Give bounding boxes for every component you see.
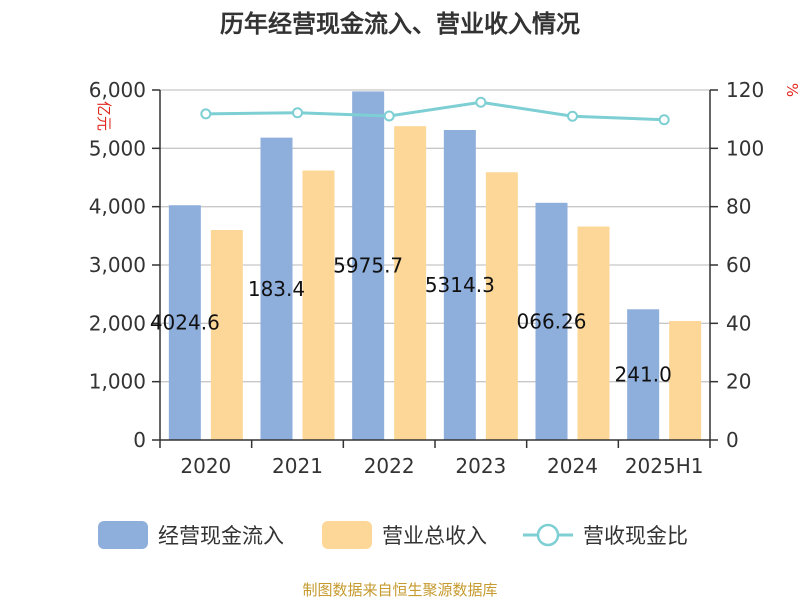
bar-revenue-2020 xyxy=(210,230,243,440)
bar-revenue-2023 xyxy=(485,172,518,440)
legend-swatch-ratio-marker xyxy=(536,523,560,547)
y-right-unit: % xyxy=(783,83,800,97)
data-label: 183.4 xyxy=(248,277,305,301)
y-left-tick-label: 4,000 xyxy=(89,195,146,219)
legend: 经营现金流入 营业总收入 营收现金比 xyxy=(98,521,688,549)
data-label: 5975.7 xyxy=(333,254,403,278)
axes: 0 1,000 2,000 3,000 4,000 5,000 6,000 0 20 40 60 80… xyxy=(89,78,764,478)
gridlines xyxy=(160,89,710,383)
ratio-line xyxy=(200,96,670,126)
x-tick-label: 2020 xyxy=(180,454,231,478)
x-tick-label: 2024 xyxy=(547,454,598,478)
ratio-point-2022 xyxy=(383,110,395,122)
y-left-tick-label: 3,000 xyxy=(89,253,146,277)
ratio-point-2020 xyxy=(200,108,212,120)
ratio-point-2025h1 xyxy=(658,114,670,126)
y-left-tick-label: 0 xyxy=(133,428,146,452)
data-labels: 4024.6 183.4 5975.7 5314.3 066.26 241.0 xyxy=(150,254,672,387)
source-note: 制图数据来自恒生聚源数据库 xyxy=(302,581,497,599)
y-left-tick-label: 6,000 xyxy=(89,78,146,102)
ratio-point-2024 xyxy=(567,110,578,122)
legend-swatch-revenue xyxy=(322,521,372,549)
ratio-point-2021 xyxy=(292,107,303,119)
x-tick-label: 2025H1 xyxy=(625,454,704,478)
legend-swatch-cash-inflow xyxy=(98,521,148,549)
legend-label-ratio: 营收现金比 xyxy=(583,524,688,548)
bar-cash-inflow-2024 xyxy=(535,202,568,440)
x-tick-label: 2023 xyxy=(455,454,506,478)
y-right-tick-label: 80 xyxy=(726,195,751,219)
data-label: 241.0 xyxy=(615,363,672,387)
y-right-tick-label: 100 xyxy=(726,136,764,160)
bar-cash-inflow-2023 xyxy=(443,129,476,441)
bar-cash-inflow-2020 xyxy=(168,205,201,440)
x-tick-label: 2022 xyxy=(364,454,415,478)
bar-revenue-2021 xyxy=(302,170,335,440)
ratio-polyline xyxy=(205,100,665,122)
bar-revenue-2025h1 xyxy=(669,321,702,440)
y-left-tick-label: 1,000 xyxy=(89,370,146,394)
y-right-tick-label: 40 xyxy=(726,311,751,335)
y-left-tick-label: 2,000 xyxy=(89,311,146,335)
ratio-point-2023 xyxy=(475,96,487,108)
y-left-unit: 亿元 xyxy=(95,101,113,131)
legend-label-revenue: 营业总收入 xyxy=(382,524,487,548)
bar-cash-inflow-2025h1 xyxy=(627,309,660,440)
y-right-tick-label: 0 xyxy=(726,428,739,452)
bars xyxy=(168,91,702,441)
y-left-tick-label: 5,000 xyxy=(89,136,146,160)
data-label: 066.26 xyxy=(517,309,587,333)
data-label: 5314.3 xyxy=(425,273,495,297)
chart-title: 历年经营现金流入、营业收入情况 xyxy=(220,10,580,38)
x-tick-label: 2021 xyxy=(272,454,323,478)
data-label: 4024.6 xyxy=(150,311,220,335)
bar-revenue-2024 xyxy=(577,226,610,440)
y-right-tick-label: 60 xyxy=(726,253,751,277)
bar-cash-inflow-2022 xyxy=(352,91,385,440)
bar-revenue-2022 xyxy=(394,126,427,441)
y-right-tick-label: 20 xyxy=(726,370,751,394)
bar-cash-inflow-2021 xyxy=(260,137,293,440)
legend-label-cash-inflow: 经营现金流入 xyxy=(158,524,284,548)
y-right-tick-label: 120 xyxy=(726,78,764,102)
